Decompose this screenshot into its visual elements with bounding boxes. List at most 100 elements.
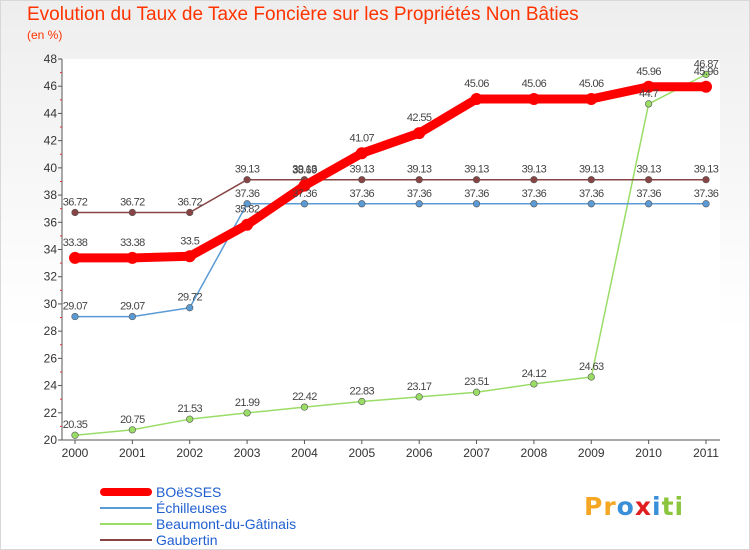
x-tick-label: 2008: [521, 446, 548, 460]
data-point-3: [702, 176, 710, 184]
data-label-1: 37.36: [350, 188, 375, 200]
data-point-1: [186, 304, 194, 312]
data-label-0: 33.38: [120, 237, 145, 249]
data-point-3: [645, 176, 653, 184]
legend-item-echilleuses[interactable]: Échilleuses: [100, 500, 296, 516]
data-point-2: [128, 426, 136, 434]
y-tick-label: 30: [44, 297, 58, 311]
data-label-3: 39.13: [694, 164, 719, 176]
y-tick-label: 44: [44, 106, 58, 120]
data-label-3: 39.13: [292, 164, 317, 176]
data-point-3: [530, 176, 538, 184]
x-tick-label: 2001: [119, 446, 146, 460]
data-label-0: 33.5: [180, 235, 199, 247]
x-tick-label: 2011: [693, 446, 719, 460]
data-label-3: 36.72: [120, 196, 145, 208]
data-point-0: [355, 147, 368, 160]
legend-swatch-gaubertin: [100, 539, 152, 541]
data-label-2: 44.7: [639, 88, 658, 100]
data-point-3: [128, 208, 136, 217]
legend-item-boesses[interactable]: BOëSSES: [100, 484, 296, 500]
plot-area: [62, 59, 720, 440]
data-label-2: 21.99: [235, 397, 260, 409]
data-label-3: 39.13: [579, 164, 604, 176]
data-label-2: 20.75: [120, 414, 145, 426]
y-tick-label: 46: [44, 79, 58, 93]
data-point-1: [71, 312, 79, 321]
data-point-2: [71, 431, 79, 439]
x-tick-label: 2005: [348, 446, 375, 460]
data-label-1: 37.36: [522, 188, 547, 200]
legend-item-gaubertin[interactable]: Gaubertin: [100, 532, 296, 548]
data-point-1: [300, 200, 309, 208]
y-tick-label: 40: [44, 161, 58, 175]
chart-title: Evolution du Taux de Taxe Foncière sur l…: [27, 4, 579, 25]
data-label-2: 46.87: [694, 58, 719, 70]
data-label-3: 39.13: [407, 164, 432, 176]
legend-swatch-boesses: [100, 488, 152, 496]
y-tick-label: 22: [44, 406, 58, 420]
data-label-3: 39.13: [522, 164, 547, 176]
x-tick-label: 2007: [463, 446, 490, 460]
data-point-2: [300, 403, 309, 411]
data-label-2: 23.51: [464, 376, 489, 388]
x-tick-label: 2009: [578, 446, 605, 460]
data-label-1: 37.36: [407, 188, 432, 200]
x-tick-label: 2000: [62, 446, 89, 460]
data-label-3: 39.13: [464, 164, 489, 176]
data-point-3: [186, 208, 194, 217]
series-line-2: [74, 73, 707, 436]
legend-item-beaumont[interactable]: Beaumont-du-Gâtinais: [100, 516, 296, 532]
data-label-3: 36.72: [177, 196, 202, 208]
data-point-1: [587, 200, 595, 208]
data-label-3: 39.13: [636, 164, 661, 176]
data-point-0: [470, 93, 483, 106]
proxiti-logo[interactable]: Proxiti: [584, 492, 684, 521]
logo-letter: o: [616, 492, 635, 521]
data-label-1: 37.36: [235, 188, 260, 200]
data-point-0: [183, 250, 196, 263]
data-point-1: [415, 200, 423, 208]
data-point-0: [642, 80, 655, 93]
data-label-2: 22.42: [292, 391, 317, 403]
data-label-1: 37.36: [694, 188, 719, 200]
data-label-1: 29.72: [177, 292, 202, 304]
logo-letter: r: [603, 492, 617, 521]
data-label-0: 45.06: [579, 78, 604, 90]
data-label-0: 45.06: [464, 78, 489, 90]
y-tick-label: 48: [44, 52, 58, 66]
data-point-2: [415, 393, 423, 401]
y-tick-label: 24: [44, 379, 58, 393]
data-label-1: 37.36: [292, 188, 317, 200]
data-label-0: 45.06: [522, 78, 547, 90]
data-point-3: [243, 176, 251, 184]
logo-letter: P: [584, 492, 604, 521]
data-point-2: [530, 380, 538, 388]
logo-letter: t: [661, 492, 675, 521]
data-point-1: [128, 312, 136, 321]
data-point-2: [587, 373, 595, 381]
data-point-2: [243, 409, 251, 417]
data-label-2: 20.35: [63, 419, 88, 431]
data-point-0: [700, 80, 712, 93]
data-label-1: 37.36: [636, 188, 661, 200]
data-point-3: [587, 176, 595, 184]
data-label-2: 24.63: [579, 361, 604, 373]
data-label-0: 45.96: [636, 66, 661, 78]
data-label-0: 42.55: [407, 112, 432, 124]
y-tick-label: 20: [44, 433, 58, 447]
legend-swatch-beaumont: [100, 523, 152, 525]
x-tick-label: 2002: [176, 446, 203, 460]
data-label-3: 39.13: [235, 164, 260, 176]
legend-label-echilleuses: Échilleuses: [156, 500, 227, 516]
data-label-0: 38.69: [292, 165, 317, 177]
y-tick-label: 36: [44, 215, 58, 229]
legend-label-gaubertin: Gaubertin: [156, 532, 218, 548]
data-label-3: 39.13: [350, 164, 375, 176]
legend-label-boesses: BOëSSES: [156, 484, 222, 500]
data-label-3: 36.72: [63, 196, 88, 208]
data-point-3: [472, 176, 481, 184]
data-label-0: 45.96: [694, 66, 719, 78]
x-tick-label: 2006: [406, 446, 433, 460]
